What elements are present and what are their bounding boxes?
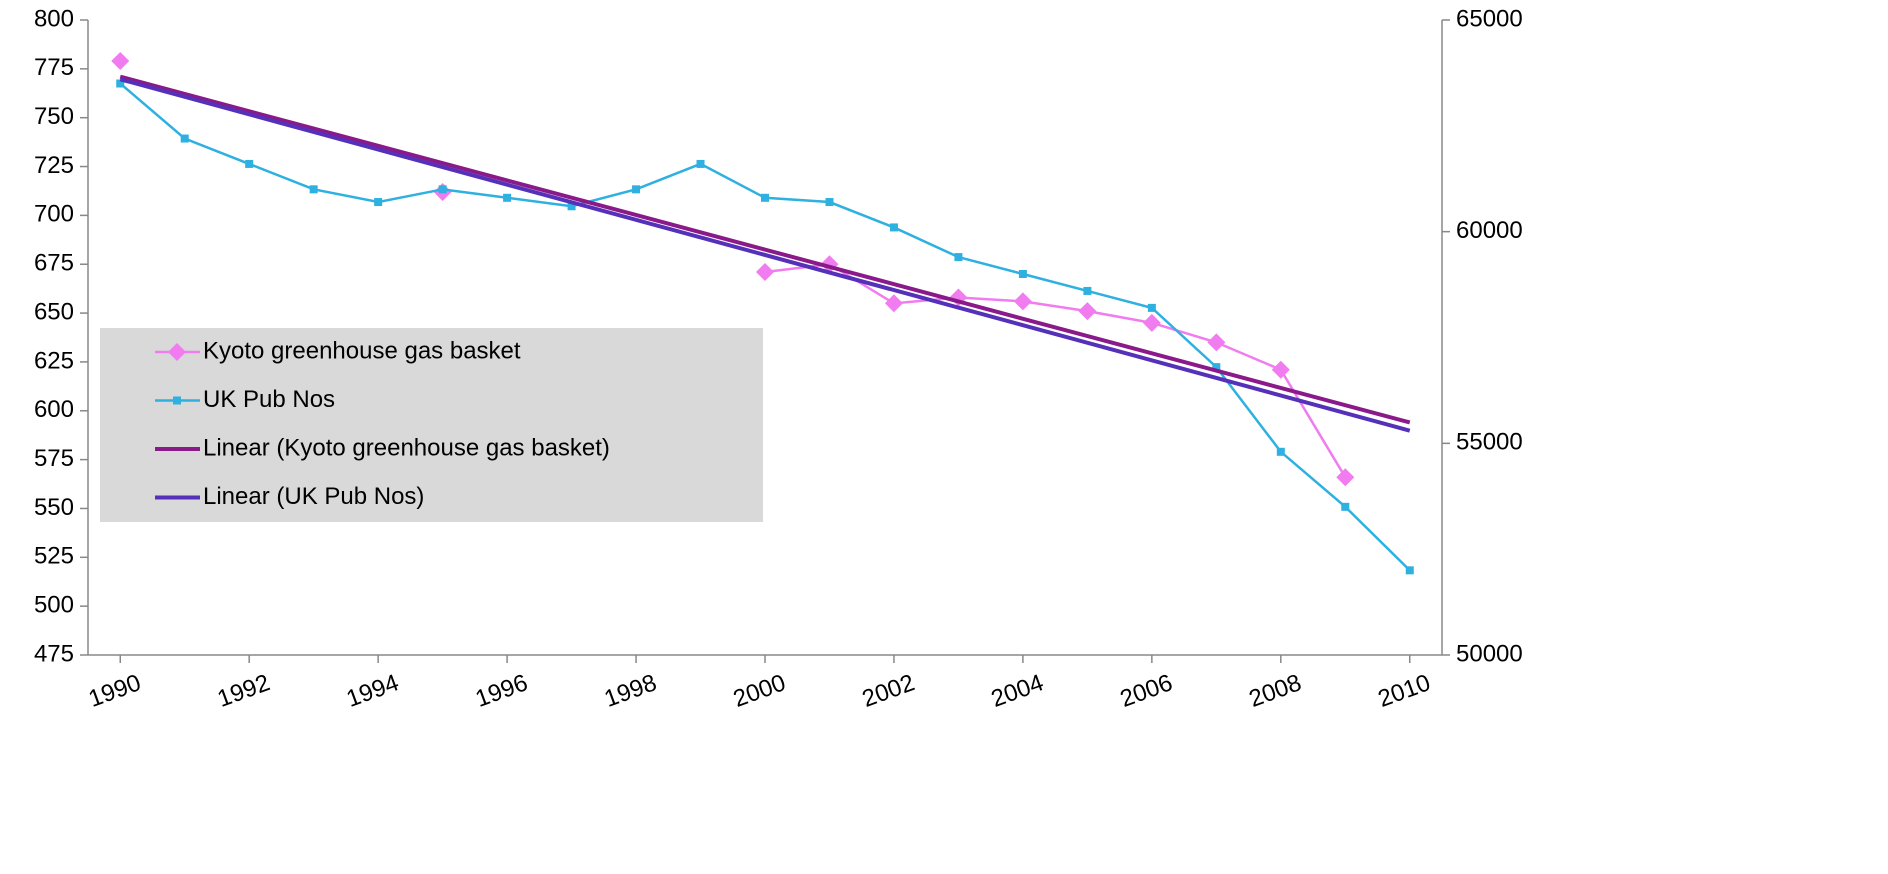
y2-tick-label: 55000 <box>1456 429 1523 456</box>
marker <box>438 185 447 194</box>
marker <box>954 253 963 262</box>
marker <box>180 134 189 143</box>
y-tick-label: 475 <box>34 640 74 667</box>
y-tick-label: 525 <box>34 543 74 570</box>
x-tick-label: 2004 <box>988 669 1047 713</box>
y2-tick-label: 60000 <box>1456 217 1523 244</box>
marker <box>1341 502 1350 511</box>
marker <box>761 193 769 202</box>
marker <box>111 52 130 71</box>
x-tick-label: 2010 <box>1375 669 1434 713</box>
marker <box>696 159 705 168</box>
marker <box>756 263 774 282</box>
x-tick-label: 1992 <box>214 669 273 713</box>
marker <box>374 198 383 207</box>
marker <box>1083 286 1092 295</box>
marker <box>825 198 834 207</box>
y-tick-label: 750 <box>34 103 74 130</box>
marker <box>1078 302 1097 321</box>
x-tick-label: 2008 <box>1246 669 1305 713</box>
marker <box>1405 566 1414 575</box>
marker <box>1336 468 1355 487</box>
marker <box>1147 303 1156 312</box>
y-tick-label: 550 <box>34 494 74 521</box>
legend-label: Kyoto greenhouse gas basket <box>203 337 521 364</box>
y-tick-label: 650 <box>34 298 74 325</box>
y-tick-label: 600 <box>34 396 74 423</box>
marker <box>884 294 903 313</box>
x-tick-label: 2006 <box>1117 669 1176 713</box>
legend-label: Linear (UK Pub Nos) <box>203 483 424 510</box>
y-tick-label: 675 <box>34 250 74 277</box>
y-tick-label: 725 <box>34 152 74 179</box>
marker <box>632 185 641 194</box>
marker <box>567 202 576 211</box>
marker <box>1013 292 1032 311</box>
legend-label: UK Pub Nos <box>203 386 335 413</box>
y-tick-label: 775 <box>34 54 74 81</box>
x-tick-label: 1996 <box>472 669 531 713</box>
marker <box>1207 333 1226 352</box>
marker <box>245 159 254 168</box>
legend-label: Linear (Kyoto greenhouse gas basket) <box>203 434 610 461</box>
marker <box>1271 360 1290 379</box>
x-tick-label: 1994 <box>343 669 402 713</box>
x-tick-label: 2000 <box>730 669 789 713</box>
marker <box>1276 447 1285 456</box>
y2-tick-label: 65000 <box>1456 5 1523 32</box>
series-line <box>764 262 1347 478</box>
series-line <box>119 74 1411 425</box>
marker <box>1212 363 1221 372</box>
y2-tick-label: 50000 <box>1456 640 1523 667</box>
x-tick-label: 1990 <box>85 669 144 713</box>
marker <box>309 185 318 194</box>
marker <box>116 79 125 88</box>
y-tick-label: 700 <box>34 201 74 228</box>
x-tick-label: 2002 <box>859 669 918 713</box>
marker <box>173 396 181 405</box>
series-line <box>119 77 1411 433</box>
marker <box>503 193 512 202</box>
marker <box>1018 270 1027 278</box>
marker <box>1142 313 1161 332</box>
x-tick-label: 1998 <box>601 669 660 713</box>
marker <box>168 343 186 361</box>
y-tick-label: 500 <box>34 591 74 618</box>
legend-box <box>100 328 763 522</box>
y-tick-label: 800 <box>34 5 74 32</box>
y-tick-label: 575 <box>34 445 74 472</box>
y-tick-label: 625 <box>34 347 74 374</box>
marker <box>889 223 898 232</box>
